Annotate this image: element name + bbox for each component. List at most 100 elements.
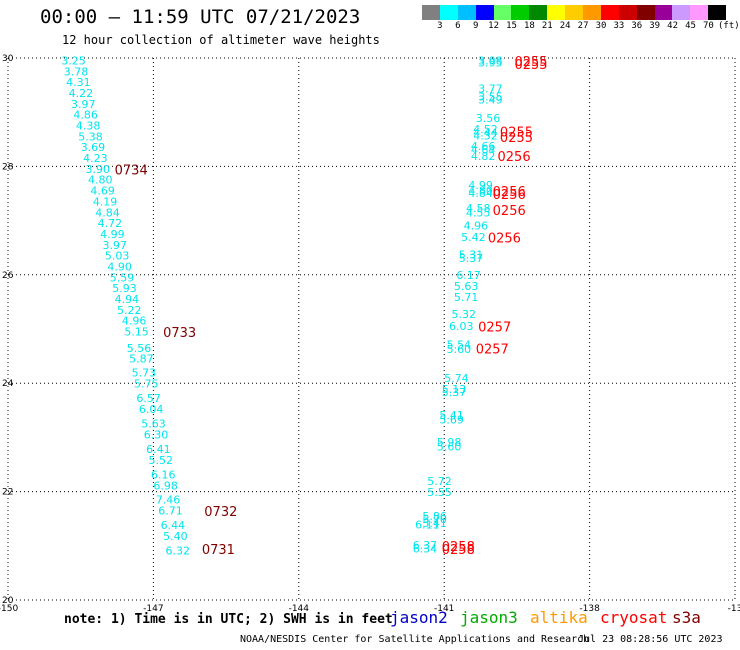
- swh-value: 5.55: [427, 486, 452, 499]
- swh-value: 6.37: [413, 539, 438, 552]
- legend-label: 12: [488, 21, 500, 31]
- swh-value: 5.41: [439, 409, 464, 422]
- swh-value: 6.32: [166, 544, 191, 557]
- swh-value: 3.98: [478, 55, 503, 68]
- swh-value: 6.04: [139, 403, 164, 416]
- swh-value: 4.55: [466, 206, 491, 219]
- swh-value: 3.97: [71, 98, 96, 111]
- swh-value: 6.71: [158, 504, 183, 517]
- legend-swatch: [654, 5, 673, 20]
- satellite-name-cryosat: cryosat: [600, 608, 668, 627]
- legend-swatch: [636, 5, 655, 20]
- swh-value: 4.86: [73, 109, 98, 122]
- swh-value: 5.52: [149, 454, 174, 467]
- swh-value: 4.31: [66, 76, 91, 89]
- swh-value: 5.87: [129, 353, 154, 366]
- x-tick-label: -147: [143, 604, 163, 614]
- x-tick-label: -138: [579, 604, 600, 614]
- swh-value: 3.97: [103, 239, 128, 252]
- pass-time-label: 0258: [442, 543, 475, 558]
- pass-time-label: 0257: [476, 342, 509, 357]
- swh-value: 6.03: [449, 320, 474, 333]
- x-tick-label: -150: [0, 604, 18, 614]
- swh-value: 4.99: [100, 228, 125, 241]
- pass-time-label: 0732: [204, 505, 237, 520]
- x-tick-label: -141: [434, 604, 454, 614]
- swh-value: 4.72: [98, 217, 123, 230]
- legend-label: 24: [559, 21, 571, 31]
- chart-subtitle: 12 hour collection of altimeter wave hei…: [62, 33, 380, 47]
- swh-value: 6.98: [153, 479, 178, 492]
- swh-value: 5.37: [459, 252, 484, 265]
- swh-value: 4.69: [90, 185, 115, 198]
- swh-value: 4.44: [473, 127, 498, 140]
- swh-value: 5.54: [447, 339, 472, 352]
- swh-value: 4.19: [93, 195, 118, 208]
- chart-title: 00:00 – 11:59 UTC 07/21/2023: [40, 6, 361, 28]
- swh-value: 3.49: [478, 94, 503, 107]
- legend-swatch: [547, 5, 566, 20]
- pass-time-label: 0257: [478, 321, 511, 336]
- legend-label: 6: [455, 21, 461, 31]
- legend-label: 70: [702, 21, 714, 31]
- swh-value: 5.38: [78, 130, 103, 143]
- swh-value: 5.72: [427, 475, 452, 488]
- wave-height-points: 3.253.784.314.223.974.864.385.383.694.23…: [61, 55, 502, 558]
- legend-swatch: [708, 5, 727, 20]
- satellite-name-altika: altika: [530, 608, 588, 627]
- pass-time-label: 0733: [163, 326, 196, 341]
- swh-value: 5.60: [437, 440, 462, 453]
- swh-value: 5.74: [444, 372, 469, 385]
- swh-value: 6.11: [415, 518, 440, 531]
- grid-lines: [7, 57, 736, 601]
- color-legend-bar: [422, 5, 727, 20]
- swh-value: 5.32: [451, 308, 476, 321]
- legend-label: 21: [541, 21, 553, 31]
- pass-time-label: 0256: [493, 204, 526, 219]
- pass-time-label: 0256: [498, 150, 531, 165]
- pass-time-label: 0255: [500, 131, 533, 146]
- legend-label: 45: [685, 21, 696, 31]
- swh-value: 5.59: [110, 271, 135, 284]
- x-tick-label: -144: [289, 604, 310, 614]
- footer-note: note: 1) Time is in UTC; 2) SWH is in fe…: [64, 612, 393, 627]
- legend-label: 3: [437, 21, 443, 31]
- swh-value: 5.70: [422, 513, 447, 526]
- legend-label: 18: [523, 21, 535, 31]
- legend-unit: (ft): [718, 21, 740, 31]
- swh-value: 3.90: [86, 163, 111, 176]
- swh-value: 4.82: [471, 150, 496, 163]
- satellite-name-jason2: jason2: [390, 608, 448, 627]
- pass-time-label: 0255: [514, 55, 547, 70]
- swh-value: 4.52: [473, 123, 498, 136]
- swh-value: 5.69: [439, 413, 464, 426]
- swh-value: 6.57: [136, 392, 161, 405]
- satellite-name-jason3: jason3: [460, 608, 518, 627]
- swh-value: 5.63: [141, 418, 166, 431]
- legend-label: 9: [472, 21, 479, 31]
- swh-value: 5.42: [461, 231, 486, 244]
- swh-value: 5.73: [132, 367, 157, 380]
- swh-value: 5.41: [422, 517, 447, 530]
- swh-value: 3.95: [478, 57, 503, 70]
- swh-value: 5.60: [447, 343, 472, 356]
- legend-swatch: [529, 5, 548, 20]
- swh-value: 4.66: [471, 140, 496, 153]
- satellite-name-s3a: s3a: [672, 608, 701, 627]
- swh-value: 5.22: [117, 304, 142, 317]
- swh-value: 7.46: [156, 494, 181, 507]
- y-tick-label: 26: [2, 271, 14, 281]
- legend-swatch: [475, 5, 494, 20]
- swh-value: 6.41: [146, 443, 171, 456]
- swh-value: 4.90: [107, 260, 131, 273]
- swh-value: 4.96: [464, 219, 489, 232]
- swh-value: 5.56: [127, 342, 152, 355]
- legend-swatch: [672, 5, 691, 20]
- swh-value: 4.38: [76, 120, 101, 133]
- swh-value: 5.75: [134, 378, 159, 391]
- swh-value: 4.80: [88, 174, 113, 187]
- swh-value: 5.98: [437, 436, 462, 449]
- pass-time-label: 0734: [115, 164, 148, 179]
- swh-value: 5.93: [112, 282, 137, 295]
- swh-value: 3.69: [81, 141, 106, 154]
